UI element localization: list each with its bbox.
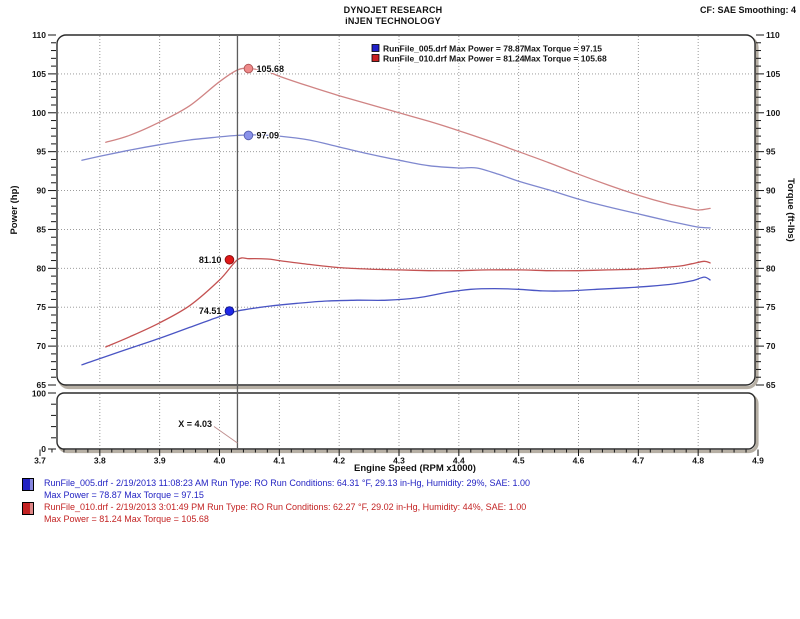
legend-torque-runfile010: Max Torque = 105.68 xyxy=(524,54,607,64)
runfile-005-drf-torque-curve xyxy=(81,134,711,229)
rpm-tick-label: 4.6 xyxy=(573,456,585,466)
torque-tick-label: 110 xyxy=(766,30,780,40)
runfile-005-drf-power-curve xyxy=(81,276,711,366)
rpm-tick-label: 3.9 xyxy=(154,456,166,466)
torque-marker-runfile010-dot xyxy=(243,63,254,74)
power-tick-label: 80 xyxy=(37,263,47,273)
cursor-group: 105.68 97.09 81.10 74.51 xyxy=(198,36,285,448)
company-title: DYNOJET RESEARCH xyxy=(343,5,443,15)
power-tick-label: 90 xyxy=(37,186,47,196)
torque-axis-title: Torque (ft-lbs) xyxy=(785,178,796,242)
rpm-tick-label: 3.8 xyxy=(94,456,106,466)
power-marker-runfile005-label: 74.51 xyxy=(199,306,222,316)
power-tick-label: 110 xyxy=(32,30,46,40)
torque-tick-label: 90 xyxy=(766,186,776,196)
power-marker-runfile010-label: 81.10 xyxy=(199,255,222,265)
torque-tick-label: 75 xyxy=(766,302,776,312)
rpm-tick-label: 3.7 xyxy=(34,456,46,466)
run-swatch-runfile005 xyxy=(22,478,34,491)
rpm-tick-label: 4.3 xyxy=(393,456,405,466)
power-tick-label: 65 xyxy=(37,380,47,390)
dyno-curves xyxy=(81,67,711,366)
customer-title: iNJEN TECHNOLOGY xyxy=(345,16,441,26)
run-conditions-runfile010: RunFile_010.drf - 2/19/2013 3:01:49 PM R… xyxy=(44,502,527,512)
axis-ticks xyxy=(39,34,764,456)
power-tick-label: 105 xyxy=(32,69,46,79)
run-info-runfile005: RunFile_005.drf - 2/19/2013 11:08:23 AM … xyxy=(22,477,530,501)
legend-swatch-runfile005 xyxy=(371,44,380,52)
rpm-tick-label: 4.9 xyxy=(752,456,764,466)
rpm-tick-label: 4.5 xyxy=(513,456,525,466)
rpm-tick-label: 4.7 xyxy=(632,456,644,466)
torque-tick-label: 95 xyxy=(766,147,776,157)
cursor-leader-line xyxy=(213,426,238,444)
power-tick-label: 100 xyxy=(32,108,46,118)
correction-smoothing-label: CF: SAE Smoothing: 4 xyxy=(700,5,796,15)
runfile-010-drf-power-curve xyxy=(105,257,711,348)
cursor-x-readout: X = 4.03 xyxy=(178,419,212,429)
lower-y-min-label: 0 xyxy=(41,444,46,454)
legend-torque-runfile005: Max Torque = 97.15 xyxy=(524,44,602,54)
power-tick-label: 70 xyxy=(37,341,47,351)
gridlines xyxy=(58,36,754,448)
torque-marker-runfile005-dot xyxy=(243,130,254,141)
torque-tick-label: 105 xyxy=(766,69,780,79)
torque-tick-label: 100 xyxy=(766,108,780,118)
torque-marker-runfile005-label: 97.09 xyxy=(256,131,279,141)
run-info-runfile010: RunFile_010.drf - 2/19/2013 3:01:49 PM R… xyxy=(22,501,526,525)
torque-tick-label: 65 xyxy=(766,380,776,390)
rpm-tick-label: 4.4 xyxy=(453,456,465,466)
torque-tick-label: 70 xyxy=(766,341,776,351)
dyno-chart: 65 65 70 70 75 75 80 80 85 85 90 90 95 95 100 100 105 105… xyxy=(9,30,796,474)
axis-tick-labels: 65 65 70 70 75 75 80 80 85 85 90 90 95 95 100 100 105 105… xyxy=(32,30,781,466)
power-axis-title: Power (hp) xyxy=(9,185,20,234)
legend-entry-runfile005: RunFile_005.drf Max Power = 78.87 xyxy=(383,44,525,54)
legend-swatch-runfile010 xyxy=(371,54,380,62)
rpm-tick-label: 4.1 xyxy=(273,456,285,466)
legend: RunFile_005.drf Max Power = 78.87 Max To… xyxy=(371,44,607,64)
power-tick-label: 95 xyxy=(37,147,47,157)
lower-plot-panel xyxy=(56,392,756,450)
x-axis-title: Engine Speed (RPM x1000) xyxy=(354,463,476,474)
run-max-values-runfile010: Max Power = 81.24 Max Torque = 105.68 xyxy=(44,514,209,524)
power-marker-runfile005-dot xyxy=(224,306,235,316)
run-max-values-runfile005: Max Power = 78.87 Max Torque = 97.15 xyxy=(44,490,204,500)
legend-entry-runfile010: RunFile_010.drf Max Power = 81.24 xyxy=(383,54,525,64)
run-info-text-runfile005: RunFile_005.drf - 2/19/2013 11:08:23 AM … xyxy=(44,477,530,501)
power-marker-runfile010-dot xyxy=(224,254,235,265)
rpm-tick-label: 4.8 xyxy=(692,456,704,466)
run-swatch-runfile010 xyxy=(22,502,34,515)
main-plot-panel xyxy=(56,34,756,386)
power-tick-label: 85 xyxy=(37,224,47,234)
power-tick-label: 75 xyxy=(37,302,47,312)
runfile-010-drf-torque-curve xyxy=(105,67,711,211)
report-header: DYNOJET RESEARCH iNJEN TECHNOLOGY xyxy=(243,5,543,27)
run-info-text-runfile010: RunFile_010.drf - 2/19/2013 3:01:49 PM R… xyxy=(44,501,526,525)
run-conditions-runfile005: RunFile_005.drf - 2/19/2013 11:08:23 AM … xyxy=(44,478,531,488)
rpm-tick-label: 4.2 xyxy=(333,456,345,466)
torque-tick-label: 85 xyxy=(766,224,776,234)
torque-marker-runfile010-label: 105.68 xyxy=(256,64,284,74)
lower-y-max-label: 100 xyxy=(32,389,46,399)
torque-tick-label: 80 xyxy=(766,263,776,273)
rpm-tick-label: 4.0 xyxy=(214,456,226,466)
